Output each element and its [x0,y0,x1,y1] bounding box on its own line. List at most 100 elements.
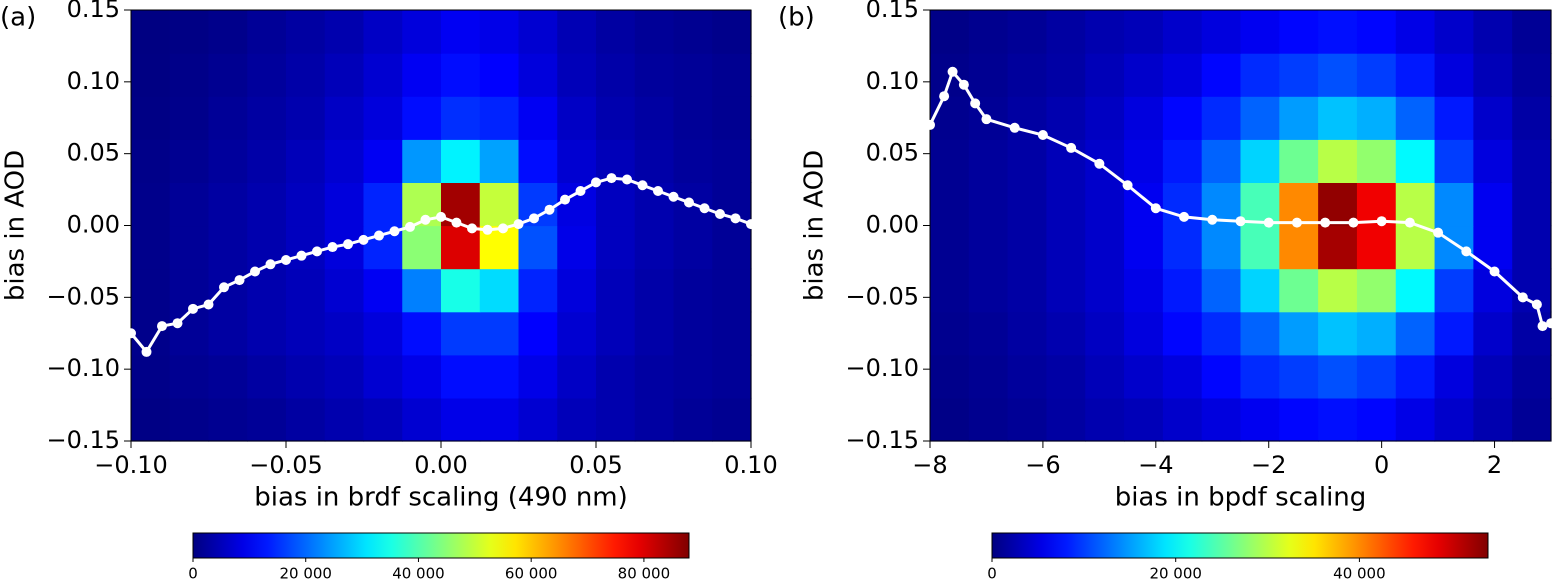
heatmap-cell [634,225,675,270]
line-marker [358,234,369,245]
heatmap-cell [441,10,481,54]
heatmap-cell [968,10,1009,54]
heatmap-cell [1124,10,1164,54]
line-marker [560,194,570,205]
heatmap-cell [131,225,171,270]
heatmap-cell [634,397,675,442]
line-marker [622,174,632,185]
heatmap-cell [1201,225,1242,270]
heatmap-cell [673,311,713,356]
heatmap-cell [1007,354,1048,399]
heatmap-cell [441,268,481,313]
heatmap-cell [1124,354,1164,399]
heatmap-cell [634,311,675,356]
line-marker [498,223,508,234]
heatmap-cell [1124,268,1164,313]
line-marker [1404,217,1415,228]
heatmap-cell [1007,311,1048,356]
line-marker [1122,180,1133,191]
heatmap-cell [208,311,248,356]
heatmap-cell [1356,311,1397,356]
x-tick-label: 0 [1374,451,1389,479]
heatmap-cell [363,53,403,97]
y-tick-label: −0.05 [46,282,120,310]
heatmap-cell [247,311,287,356]
line-marker [126,328,136,339]
heatmap-cell [596,96,636,140]
line-marker [1150,203,1161,214]
heatmap-cell [1395,139,1436,183]
heatmap-cell [1434,397,1474,442]
heatmap-cell [324,53,365,97]
line-marker [374,230,384,241]
x-tick-label: −0.05 [249,451,323,479]
heatmap-cell [1085,139,1125,183]
colorbar-tick-label: 40 000 [1333,565,1386,582]
heatmap-cell [1512,96,1552,140]
heatmap-cell [208,53,248,97]
heatmap-cell [930,96,970,140]
line-marker [1348,217,1359,228]
heatmap-cell [208,139,248,183]
heatmap-cell [930,268,970,313]
heatmap-cell [1085,225,1125,270]
heatmap-cell [1240,182,1280,227]
heatmap-cell [1395,354,1436,399]
line-marker [1537,321,1548,332]
heatmap-cell [286,268,326,313]
line-marker [730,213,741,224]
line-marker [1517,292,1528,303]
heatmap-cell [1240,139,1280,183]
heatmap-cell [1085,354,1125,399]
heatmap-cell [402,397,442,442]
x-tick-label: 2 [1487,451,1502,479]
heatmap-cell [1162,96,1203,140]
heatmap-cell [1124,96,1164,140]
heatmap-cell [479,182,520,227]
heatmap-cell [286,182,326,227]
heatmap-cell [363,397,403,442]
heatmap-cell [1473,397,1513,442]
heatmap-cell [1007,225,1048,270]
heatmap-cell [1512,311,1552,356]
heatmap-cell [1162,354,1203,399]
heatmap-cell [479,139,520,183]
heatmap-cell [1201,354,1242,399]
heatmap-cell [1201,397,1242,442]
heatmap-cell [634,53,675,97]
heatmap-cell [1046,182,1086,227]
heatmap-cell [557,311,597,356]
heatmap-cell [634,96,675,140]
heatmap-cell [557,96,597,140]
y-axis-label: bias in AOD [800,150,830,301]
heatmap-cell [247,96,287,140]
heatmap-cell [596,268,636,313]
heatmap-cell [169,139,210,183]
line-marker [234,275,245,286]
line-marker [637,180,648,191]
heatmap-cell [441,96,481,140]
y-tick-label: 0.00 [866,211,919,239]
heatmap-cell [518,139,558,183]
heatmap-cell [1046,354,1086,399]
heatmap-cell [1473,10,1513,54]
heatmap-cell [673,397,713,442]
heatmap-cell [1124,311,1164,356]
heatmap-cell [1512,139,1552,183]
heatmap-cell [596,311,636,356]
heatmap-cell [1434,53,1474,97]
heatmap-cell [1162,10,1203,54]
heatmap-cell [131,10,171,54]
x-tick-label: −8 [912,451,947,479]
heatmap-cell [1046,53,1086,97]
heatmap-cell [363,311,403,356]
heatmap-cell [1201,268,1242,313]
heatmap-cell [363,139,403,183]
heatmap-cell [712,311,752,356]
panel-label: (a) [0,3,36,33]
heatmap-cell [1395,397,1436,442]
heatmap-cell [1046,10,1086,54]
heatmap-cell [131,354,171,399]
line-marker [684,197,694,208]
